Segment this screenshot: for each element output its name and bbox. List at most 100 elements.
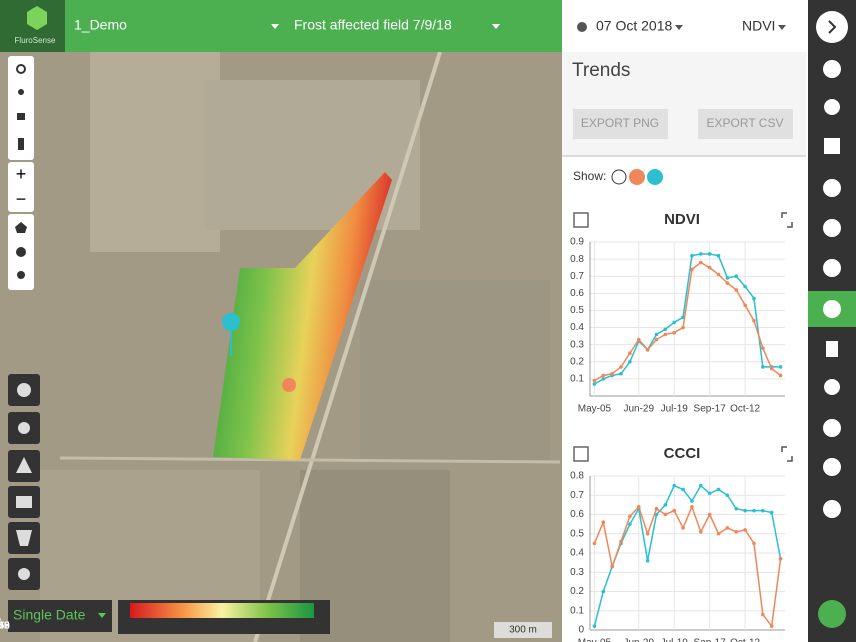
point <box>716 487 721 492</box>
x-tick-label: Jul-19 <box>661 638 689 642</box>
point <box>716 253 721 258</box>
y-tick-label: 0.9 <box>570 237 584 248</box>
map-tools: + − <box>8 56 40 590</box>
point <box>734 274 739 279</box>
colorbar-tick-label: 0.72 <box>0 621 10 632</box>
point <box>592 624 597 628</box>
point <box>610 371 614 376</box>
zoom-in[interactable]: + <box>16 164 27 184</box>
expand-icon <box>781 212 793 228</box>
show-orange[interactable] <box>629 169 645 185</box>
point <box>681 526 685 530</box>
point <box>769 624 774 628</box>
x-tick-label: May-05 <box>578 404 612 415</box>
point <box>636 505 641 509</box>
project-select[interactable]: 1_Demo <box>74 17 127 33</box>
export-csv-label[interactable]: EXPORT CSV <box>707 116 784 130</box>
tool-group[interactable] <box>8 56 34 160</box>
point <box>601 373 606 378</box>
export-csv[interactable] <box>698 109 793 139</box>
point <box>752 508 756 513</box>
point <box>734 530 739 534</box>
point <box>761 508 765 513</box>
colorbar-tick-label: 0.59 <box>0 621 10 632</box>
colorbar <box>130 603 314 618</box>
point <box>752 296 756 301</box>
point <box>663 512 668 517</box>
map[interactable] <box>0 51 562 642</box>
y-tick-label: 0.1 <box>570 374 584 385</box>
colorbar-tick-label: 0.40 <box>0 621 10 632</box>
field-overlay[interactable] <box>213 172 392 460</box>
point <box>690 253 694 258</box>
show-label: Show: <box>573 169 606 183</box>
mode-dropdown[interactable] <box>8 600 112 632</box>
zoom-group[interactable] <box>8 162 34 212</box>
point <box>698 530 703 534</box>
point <box>601 377 606 381</box>
point <box>707 512 712 517</box>
point <box>654 506 659 511</box>
x-tick-label: Sep-17 <box>694 638 727 642</box>
index-select[interactable]: NDVI <box>742 18 775 34</box>
logo-text: FluroSense <box>15 36 56 45</box>
date-select[interactable]: 07 Oct 2018 <box>596 18 672 34</box>
show-toggle[interactable] <box>611 169 627 185</box>
y-tick-label: 0 <box>578 625 584 636</box>
point <box>690 499 694 503</box>
point <box>628 359 632 364</box>
point <box>761 612 765 617</box>
field-select[interactable]: Frost affected field 7/9/18 <box>294 17 452 33</box>
y-tick-label: 0.7 <box>570 490 584 501</box>
point <box>645 348 650 352</box>
point-marker[interactable] <box>282 378 296 392</box>
point <box>690 267 694 272</box>
point <box>743 528 747 532</box>
pin[interactable] <box>222 313 240 357</box>
point <box>707 252 712 256</box>
y-tick-label: 0.5 <box>570 305 584 316</box>
point <box>743 303 747 308</box>
export-png[interactable] <box>573 109 668 139</box>
point <box>769 366 774 371</box>
point <box>619 371 623 376</box>
y-tick-label: 0.3 <box>570 567 584 578</box>
mode-label[interactable]: Single Date <box>13 607 86 623</box>
chart-checkbox[interactable] <box>573 212 589 228</box>
point <box>601 589 606 594</box>
point <box>761 365 765 369</box>
collapse-button[interactable] <box>816 11 848 43</box>
point <box>707 265 712 270</box>
chart-checkbox[interactable] <box>573 446 589 462</box>
point <box>761 346 765 350</box>
show-teal[interactable] <box>647 169 663 185</box>
point <box>654 332 659 337</box>
point <box>663 332 668 337</box>
point <box>778 373 783 378</box>
point <box>716 531 721 536</box>
point <box>734 288 739 292</box>
point <box>628 522 632 526</box>
point <box>698 252 703 256</box>
x-tick-label: Jun-29 <box>623 638 654 642</box>
point <box>698 483 703 488</box>
zoom-out[interactable]: − <box>16 189 27 209</box>
chart-title: NDVI <box>664 211 700 228</box>
chart-title: CCCI <box>664 445 701 462</box>
nav-icons[interactable] <box>818 60 846 628</box>
export-png-label[interactable]: EXPORT PNG <box>581 116 659 130</box>
point <box>743 284 747 289</box>
point <box>725 281 730 285</box>
y-tick-label: 0.2 <box>570 586 584 597</box>
y-tick-label: 0.7 <box>570 271 584 282</box>
series-line <box>594 261 782 382</box>
y-tick-label: 0.6 <box>570 509 584 520</box>
series-line <box>593 504 782 629</box>
point <box>778 556 783 561</box>
x-tick-label: May-05 <box>578 638 612 642</box>
colorbar-tick-label: 0.65 <box>0 621 10 632</box>
y-tick-label: 0.4 <box>570 322 584 333</box>
x-tick-label: Jun-29 <box>623 404 654 415</box>
point <box>645 558 650 563</box>
